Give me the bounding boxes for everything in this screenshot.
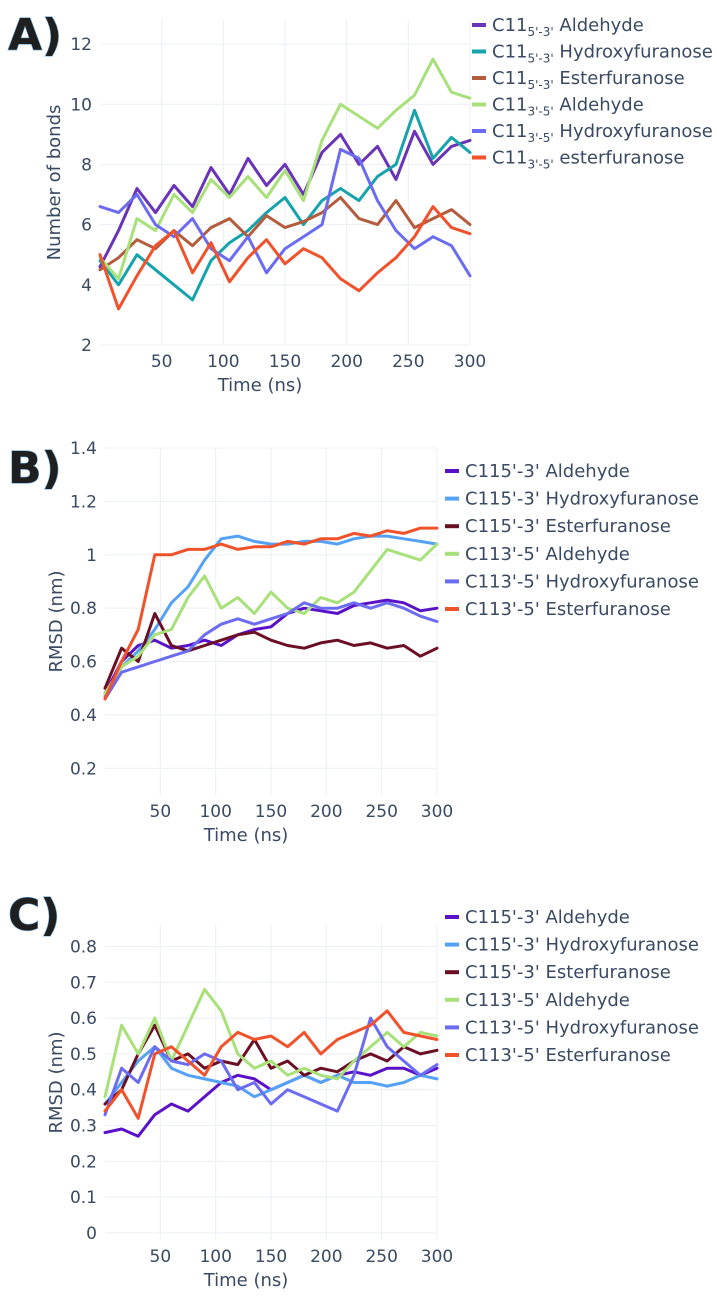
y-tick-label: 4 [81,276,92,296]
y-tick-label: 12 [70,35,92,55]
x-tick-label: 200 [330,352,362,372]
legend-label: C115'-3' Esterfuranose [465,962,671,983]
x-tick-label: 300 [454,352,486,372]
series-line-6 [98,205,472,311]
panel-label: C) [8,890,60,941]
x-tick-label: 100 [199,1247,231,1267]
y-tick-label: 2 [81,336,92,356]
legend-label: C115'-3' Aldehyde [465,907,630,928]
series-line-4 [98,57,472,281]
series-line-1 [103,598,439,696]
legend-label: C113'-5' Esterfuranose [465,1045,671,1066]
legend-label: C113'-5' Hydroxyfuranose [492,121,713,145]
series-line-3 [103,1023,439,1106]
panel-label: A) [8,10,62,61]
legend-label: C113'-5' Aldehyde [465,990,630,1011]
y-axis-title: RMSD (nm) [46,1031,67,1133]
x-tick-label: 300 [421,1247,453,1267]
y-tick-label: 0.3 [70,1116,97,1136]
series-line-5 [103,601,439,701]
x-tick-label: 50 [150,1247,172,1267]
y-tick-label: 8 [81,155,92,175]
legend-label: C115'-3' Hydroxyfuranose [465,489,699,510]
x-tick-label: 250 [365,1247,397,1267]
legend-label: C115'-3' Hydroxyfuranose [492,42,713,66]
y-tick-label: 0.4 [70,706,97,726]
series-line-3 [103,612,439,690]
y-tick-label: 0.2 [70,1152,97,1172]
x-tick-label: 200 [310,802,342,822]
legend-label: C113'-5' Hydroxyfuranose [465,1017,699,1038]
y-tick-label: 0.1 [70,1188,97,1208]
legend-label: C115'-3' Esterfuranose [492,68,685,92]
x-tick-label: 300 [421,802,453,822]
y-tick-label: 1 [86,546,97,566]
y-axis-title: Number of bonds [44,105,65,261]
series-line-2 [103,534,439,698]
series-line-4 [103,542,439,696]
legend-label: C113'-5' Aldehyde [465,544,630,565]
chart-panel-a: 2 4 6 8 10 12 50 100 150 200 250 300 Time (ns) Number… [7,9,713,396]
x-tick-label: 100 [207,352,239,372]
y-tick-label: 0.8 [70,937,97,957]
y-tick-label: 0.6 [70,1009,97,1029]
panel-label: B) [8,443,62,494]
chart-panel-c: 0 0.1 0.2 0.3 0.4 0.5 0.6 0.7 0.8 50 100 150 200 250 3… [7,889,699,1291]
legend-label: C115'-3' Esterfuranose [465,516,671,537]
y-axis-title: RMSD (nm) [46,570,67,672]
series-line-6 [103,1009,439,1120]
y-tick-label: 10 [70,95,92,115]
y-tick-label: 0.2 [70,759,97,779]
x-tick-label: 250 [392,352,424,372]
y-tick-label: 1.2 [70,492,97,512]
legend-label: C113'-5' Hydroxyfuranose [465,571,699,592]
x-tick-label: 50 [151,352,173,372]
legend-label: C113'-5' esterfuranose [492,148,684,172]
y-tick-label: 0.4 [70,1081,97,1101]
y-tick-label: 0.5 [70,1045,97,1065]
y-tick-label: 0.8 [70,599,97,619]
x-tick-label: 250 [365,802,397,822]
x-axis-title: Time (ns) [203,825,289,846]
legend-label: C115'-3' Hydroxyfuranose [465,935,699,956]
y-tick-label: 0.7 [70,973,97,993]
chart-panel-b: 0.2 0.4 0.6 0.8 1 1.2 1.4 50 100 150 200 250 300 Time… [7,439,699,846]
x-tick-label: 150 [255,802,287,822]
legend-label: C113'-5' Esterfuranose [465,599,671,620]
series-line-2 [98,108,472,302]
series-line-1 [98,129,472,269]
y-tick-label: 0.6 [70,653,97,673]
legend-label: C115'-3' Aldehyde [465,461,630,482]
series-line-6 [103,526,439,701]
legend-label: C115'-3' Aldehyde [492,15,644,39]
x-axis-title: Time (ns) [217,375,303,396]
x-tick-label: 100 [199,802,231,822]
x-tick-label: 150 [269,352,301,372]
x-tick-label: 50 [150,802,172,822]
legend-label: C113'-5' Aldehyde [492,95,644,119]
y-tick-label: 1.4 [70,439,97,459]
x-tick-label: 200 [310,1247,342,1267]
series-line-2 [103,1045,439,1106]
x-tick-label: 150 [255,1247,287,1267]
y-tick-label: 6 [81,216,92,236]
series-line-3 [98,196,472,272]
x-axis-title: Time (ns) [203,1270,289,1291]
y-tick-label: 0 [86,1224,97,1244]
